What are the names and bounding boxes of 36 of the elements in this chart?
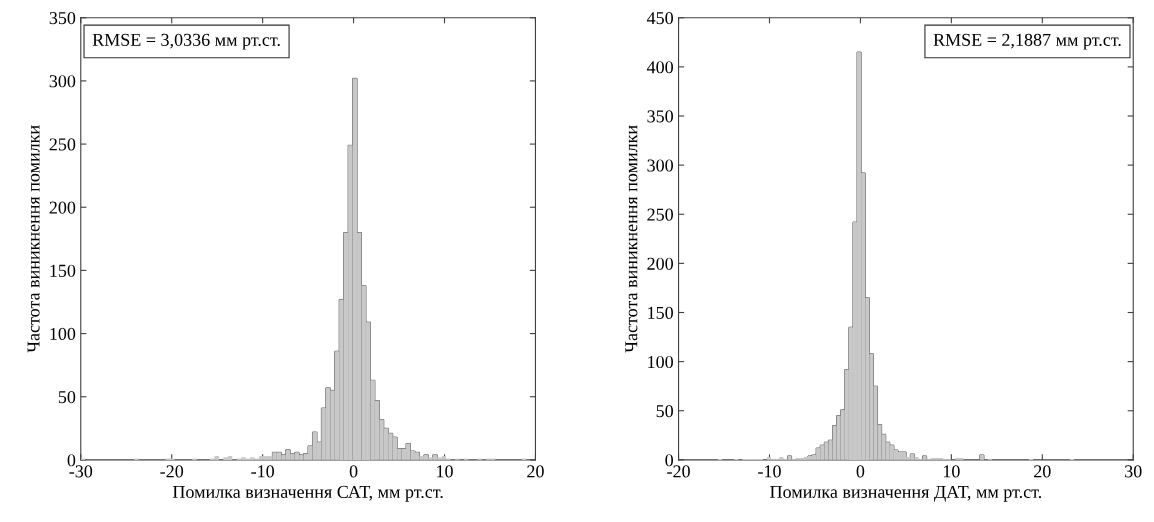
x-tick-label: 20 xyxy=(527,465,544,478)
y-tick-label: 300 xyxy=(647,159,673,172)
y-tick-label: 200 xyxy=(49,201,76,214)
y-tick-label: 350 xyxy=(49,12,76,25)
y-tick-label: 450 xyxy=(646,12,673,25)
annotation: RMSE = 2,1887 мм рт.ст. xyxy=(933,33,1121,50)
x-tick-label: 10 xyxy=(943,465,960,478)
y-axis-title: Частота виникнення помилки xyxy=(625,125,638,353)
x-tick-label: -20 xyxy=(160,465,184,478)
y-tick-label: 150 xyxy=(50,264,76,277)
y-tick-label: 250 xyxy=(647,208,673,221)
y-tick-label: 50 xyxy=(656,405,673,418)
x-tick-label: 30 xyxy=(1125,465,1142,478)
x-axis-title: Помилка визначення САТ, мм рт.ст. xyxy=(172,485,443,502)
x-tick-label: 10 xyxy=(437,465,453,478)
x-axis-title: Помилка визначення ДАТ, мм рт.ст. xyxy=(770,485,1042,502)
y-tick-label: 100 xyxy=(648,355,673,369)
x-tick-label: -30 xyxy=(69,465,93,478)
y-tick-label: 200 xyxy=(647,257,673,270)
x-tick-label: 0 xyxy=(856,465,865,478)
y-tick-label: 300 xyxy=(49,75,76,88)
x-tick-label: 0 xyxy=(349,465,358,478)
x-tick-label: -10 xyxy=(758,465,781,478)
y-tick-label: 350 xyxy=(647,110,673,123)
y-tick-label: 400 xyxy=(646,61,673,74)
y-tick-label: 0 xyxy=(665,454,673,467)
y-tick-label: 50 xyxy=(58,390,76,404)
y-tick-label: 150 xyxy=(648,306,673,319)
y-tick-label: 100 xyxy=(50,327,76,340)
x-tick-label: -20 xyxy=(667,465,690,478)
annotation: RMSE = 3,0336 мм рт.ст. xyxy=(92,33,280,50)
x-tick-label: -10 xyxy=(251,465,274,478)
y-tick-label: 0 xyxy=(67,454,76,467)
x-tick-label: 20 xyxy=(1034,465,1051,478)
y-tick-label: 250 xyxy=(49,138,76,151)
y-axis-title: Частота виникнення помилки xyxy=(27,125,40,353)
